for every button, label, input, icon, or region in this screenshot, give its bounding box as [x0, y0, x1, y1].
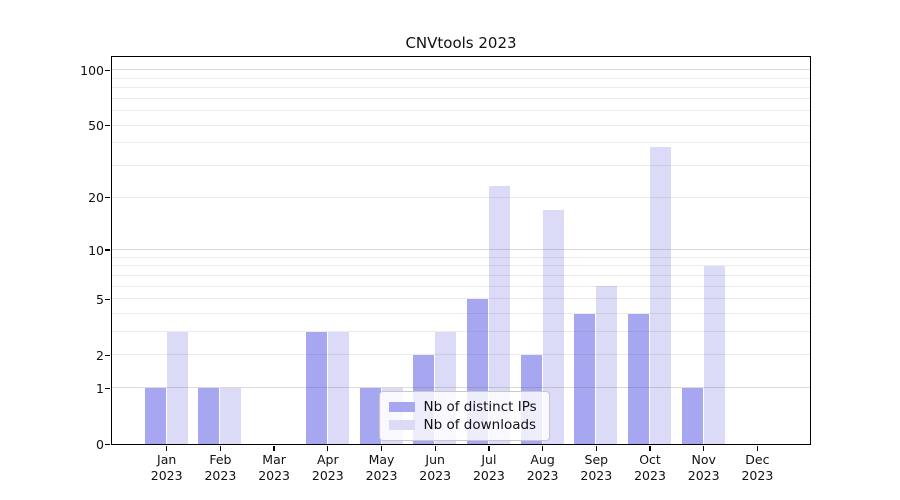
- gridline: [111, 196, 810, 198]
- gridline: [111, 124, 810, 126]
- gridline: [111, 285, 810, 287]
- x-tick-mark: [488, 446, 490, 451]
- bar: [650, 146, 671, 444]
- gridline: [111, 256, 810, 258]
- y-tick-label: 20: [88, 190, 104, 206]
- gridline: [111, 69, 810, 71]
- bar: [144, 387, 166, 444]
- x-tick-label: Dec 2023: [741, 452, 774, 483]
- gridline: [111, 77, 810, 79]
- y-tick-label: 5: [96, 291, 104, 307]
- x-tick-label: Jan 2023: [150, 452, 183, 483]
- y-tick-mark: [105, 443, 110, 446]
- bar: [488, 186, 510, 444]
- legend-label-distinct-ips: Nb of distinct IPs: [423, 398, 537, 415]
- legend-swatch-distinct-ips: [388, 401, 415, 412]
- gridlines-layer: [111, 57, 810, 445]
- y-tick-label: 10: [88, 242, 104, 258]
- legend-label-downloads: Nb of downloads: [423, 416, 537, 433]
- gridline: [111, 110, 810, 112]
- x-tick-mark: [756, 446, 759, 451]
- x-tick-mark: [219, 446, 222, 451]
- x-tick-mark: [166, 446, 168, 451]
- y-tick-label: 2: [96, 347, 104, 363]
- y-tick-mark: [105, 354, 110, 357]
- y-tick-label: 1: [96, 380, 104, 396]
- y-tick-mark: [105, 196, 110, 199]
- y-tick-mark: [105, 125, 110, 127]
- gridline: [111, 142, 810, 144]
- x-tick-label: Oct 2023: [634, 452, 666, 483]
- gridline: [111, 354, 810, 356]
- bar: [681, 387, 703, 444]
- x-tick-mark: [595, 446, 597, 451]
- x-tick-label: Sep 2023: [580, 452, 613, 483]
- gridline: [111, 165, 810, 167]
- bar: [628, 313, 649, 444]
- plot-area: Nb of distinct IPs Nb of downloads: [110, 55, 811, 445]
- gridline: [111, 249, 810, 251]
- y-tick-label: 100: [80, 62, 104, 78]
- x-tick-label: Nov 2023: [687, 452, 720, 483]
- x-tick-mark: [434, 446, 436, 451]
- gridline: [111, 265, 810, 267]
- gridline: [111, 298, 810, 300]
- x-tick-label: Mar 2023: [258, 452, 290, 483]
- x-tick-label: Jul 2023: [472, 452, 505, 483]
- x-tick-label: Aug 2023: [526, 452, 559, 483]
- bar: [327, 331, 349, 444]
- gridline: [111, 313, 810, 314]
- bar: [166, 331, 188, 444]
- y-tick-label: 0: [96, 437, 104, 452]
- x-tick-label: Feb 2023: [204, 452, 237, 483]
- bar: [596, 286, 618, 444]
- x-tick-mark: [703, 446, 705, 451]
- y-tick-mark: [105, 387, 110, 389]
- legend: Nb of distinct IPs Nb of downloads: [378, 390, 550, 441]
- bar: [220, 387, 242, 444]
- bar: [198, 387, 220, 444]
- bar: [542, 209, 564, 444]
- x-tick-label: Jun 2023: [419, 452, 452, 483]
- bar: [305, 331, 327, 444]
- x-tick-mark: [380, 446, 383, 451]
- gridline: [111, 87, 810, 89]
- legend-item-distinct-ips: Nb of distinct IPs: [388, 398, 537, 416]
- gridline: [111, 97, 810, 99]
- y-tick-mark: [105, 249, 110, 251]
- x-tick-mark: [541, 446, 544, 451]
- x-tick-mark: [649, 446, 651, 451]
- x-tick-label: May 2023: [365, 452, 398, 483]
- chart-title: CNVtools 2023: [405, 34, 517, 52]
- gridline: [111, 274, 810, 276]
- bar: [703, 265, 725, 444]
- gridline: [111, 387, 810, 389]
- gridline: [111, 331, 810, 333]
- legend-swatch-downloads: [388, 419, 415, 430]
- y-tick-mark: [105, 69, 110, 71]
- bar: [574, 313, 596, 444]
- x-tick-label: Apr 2023: [311, 452, 344, 483]
- y-tick-mark: [105, 298, 110, 300]
- legend-item-downloads: Nb of downloads: [388, 416, 537, 434]
- x-tick-mark: [327, 446, 329, 451]
- x-tick-mark: [273, 446, 275, 451]
- bar: [359, 387, 381, 444]
- y-tick-label: 50: [88, 118, 104, 134]
